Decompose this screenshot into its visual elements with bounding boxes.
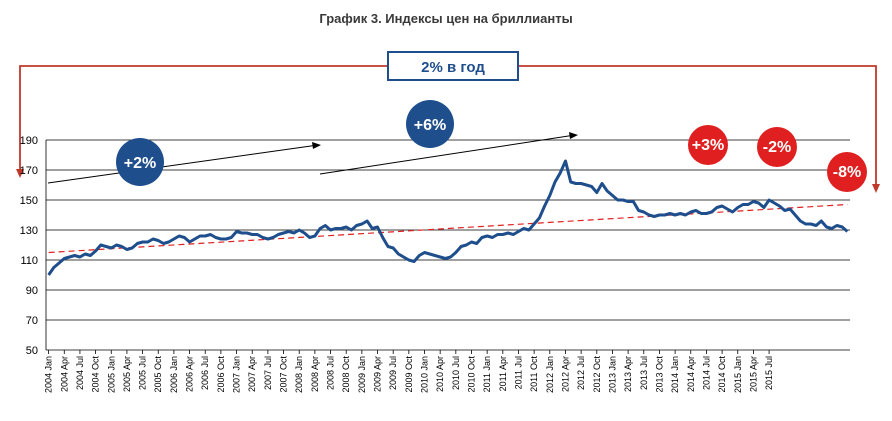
annual-rate-label: 2% в год bbox=[421, 59, 485, 76]
badge-circle bbox=[406, 100, 454, 148]
y-tick-label: 170 bbox=[20, 165, 38, 177]
badge-label: +6% bbox=[414, 117, 446, 134]
x-tick-label: 2006 Jul bbox=[200, 356, 210, 390]
x-tick-label: 2008 Jul bbox=[326, 356, 336, 390]
grid bbox=[45, 139, 850, 351]
percent-badges: +2% +6% +3% -2% -8% bbox=[116, 100, 867, 192]
x-tick-label: 2012 Apr bbox=[560, 356, 570, 392]
y-tick-label: 70 bbox=[26, 315, 38, 327]
x-tick-label: 2004 Apr bbox=[59, 356, 69, 392]
x-tick-label: 2012 Jan bbox=[545, 356, 555, 393]
x-tick-label: 2010 Apr bbox=[435, 356, 445, 392]
y-tick-label: 130 bbox=[20, 225, 38, 237]
x-tick-label: 2011 Apr bbox=[498, 356, 508, 391]
badge-circle bbox=[116, 138, 164, 186]
x-tick-label: 2013 Oct bbox=[654, 356, 664, 393]
x-tick-label: 2005 Jan bbox=[106, 356, 116, 393]
x-tick-label: 2011 Jan bbox=[482, 356, 492, 392]
y-tick-label: 190 bbox=[20, 135, 38, 147]
badge-circle bbox=[757, 127, 797, 167]
diamond-price-index-line bbox=[47, 159, 849, 276]
x-tick-label: 2006 Oct bbox=[216, 356, 226, 393]
x-tick-label: 2014 Apr bbox=[686, 356, 696, 392]
x-tick-label: 2012 Oct bbox=[592, 356, 602, 393]
x-tick-label: 2006 Apr bbox=[185, 356, 195, 392]
bracket-right-line bbox=[518, 65, 877, 186]
badge-circle bbox=[827, 152, 867, 192]
y-tick-label: 150 bbox=[20, 195, 38, 207]
x-tick-label: 2009 Jul bbox=[388, 356, 398, 390]
x-tick-label: 2007 Apr bbox=[247, 356, 257, 392]
y-tick-label: 50 bbox=[26, 345, 38, 357]
x-tick-label: 2010 Jul bbox=[451, 356, 461, 390]
annual-rate-box bbox=[387, 51, 519, 81]
y-tick-label: 90 bbox=[26, 285, 38, 297]
x-tick-label: 2009 Oct bbox=[404, 356, 414, 393]
x-tick-label: 2010 Jan bbox=[420, 356, 430, 393]
trend-arrow-1 bbox=[47, 144, 319, 184]
x-tick-label: 2015 Jan bbox=[733, 356, 743, 393]
badge-label: -8% bbox=[833, 164, 861, 181]
x-tick-label: 2008 Oct bbox=[341, 356, 351, 393]
x-tick-label: 2004 Jul bbox=[75, 356, 85, 390]
badge-label: +3% bbox=[692, 137, 724, 154]
badge-label: -2% bbox=[763, 139, 791, 156]
bracket-left-line bbox=[19, 65, 388, 169]
x-tick-label: 2014 Jul bbox=[701, 356, 711, 390]
x-tick-label: 2007 Jul bbox=[263, 356, 273, 390]
x-tick-label: 2015 Apr bbox=[748, 356, 758, 392]
x-tick-label: 2014 Oct bbox=[717, 356, 727, 393]
x-tick-label: 2007 Oct bbox=[279, 356, 289, 393]
x-tick-label: 2013 Apr bbox=[623, 356, 633, 392]
x-tick-label: 2008 Apr bbox=[310, 356, 320, 392]
x-tick-label: 2007 Jan bbox=[232, 356, 242, 393]
trend-arrows bbox=[47, 132, 578, 184]
badge-circle bbox=[688, 125, 728, 165]
x-tick-label: 2009 Apr bbox=[373, 356, 383, 392]
x-tick-label: 2005 Apr bbox=[122, 356, 132, 392]
bracket-right-arrowhead bbox=[872, 184, 880, 193]
x-tick-label: 2011 Jul bbox=[513, 356, 523, 389]
trend-bracket: 2% в год bbox=[16, 51, 880, 193]
y-axis-ticks: 50 70 90 110 130 150 170 190 bbox=[20, 135, 38, 357]
trend-arrow-2-head bbox=[569, 132, 578, 139]
x-tick-label: 2008 Jan bbox=[294, 356, 304, 393]
x-tick-label: 2014 Jan bbox=[670, 356, 680, 393]
x-tick-label: 2012 Jul bbox=[576, 356, 586, 390]
x-tick-label: 2010 Oct bbox=[466, 356, 476, 393]
x-tick-label: 2005 Oct bbox=[153, 356, 163, 393]
x-tick-label: 2006 Jan bbox=[169, 356, 179, 393]
x-tick-label: 2013 Jul bbox=[639, 356, 649, 390]
x-axis-ticks: 2004 Jan 2004 Apr 2004 Jul 2004 Oct 2005 Jan… bbox=[44, 350, 774, 393]
y-tick-label: 110 bbox=[20, 255, 38, 267]
x-tick-label: 2004 Jan bbox=[44, 356, 54, 393]
x-tick-label: 2009 Jan bbox=[357, 356, 367, 393]
trend-arrow-1-head bbox=[312, 142, 321, 149]
x-tick-label: 2015 Jul bbox=[764, 356, 774, 390]
x-tick-label: 2005 Jul bbox=[138, 356, 148, 390]
bracket-left-arrowhead bbox=[16, 169, 24, 178]
badge-label: +2% bbox=[124, 155, 156, 172]
x-tick-label: 2004 Oct bbox=[91, 356, 101, 393]
trend-line bbox=[48, 203, 848, 254]
trend-arrow-2 bbox=[319, 134, 576, 175]
chart-title: График 3. Индексы цен на бриллианты bbox=[319, 11, 572, 26]
x-tick-label: 2011 Oct bbox=[529, 356, 539, 392]
x-tick-label: 2013 Jan bbox=[607, 356, 617, 393]
